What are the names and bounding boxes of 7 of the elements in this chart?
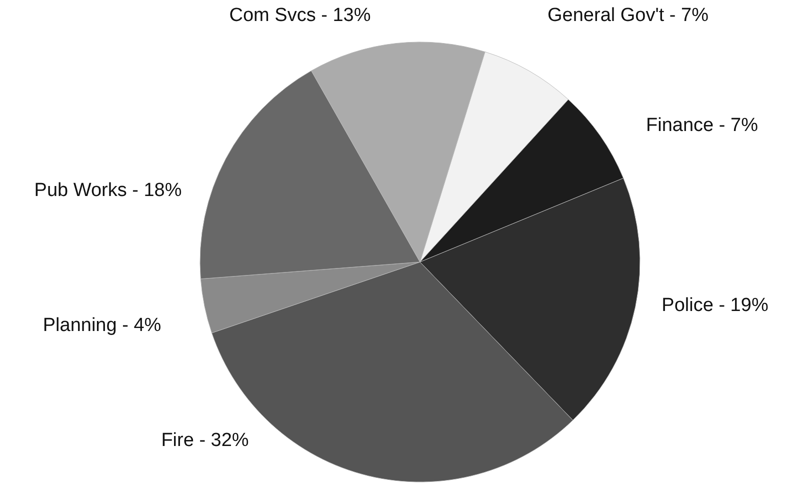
slice-label: General Gov't - 7%: [548, 5, 709, 26]
slice-label: Com Svcs - 13%: [229, 5, 371, 26]
slice-label: Planning - 4%: [42, 315, 162, 336]
slice-label: Police - 19%: [662, 295, 768, 316]
slice-label: Finance - 7%: [646, 115, 758, 136]
slice-label: Pub Works - 18%: [34, 180, 182, 201]
slice-label: Fire - 32%: [161, 430, 249, 451]
